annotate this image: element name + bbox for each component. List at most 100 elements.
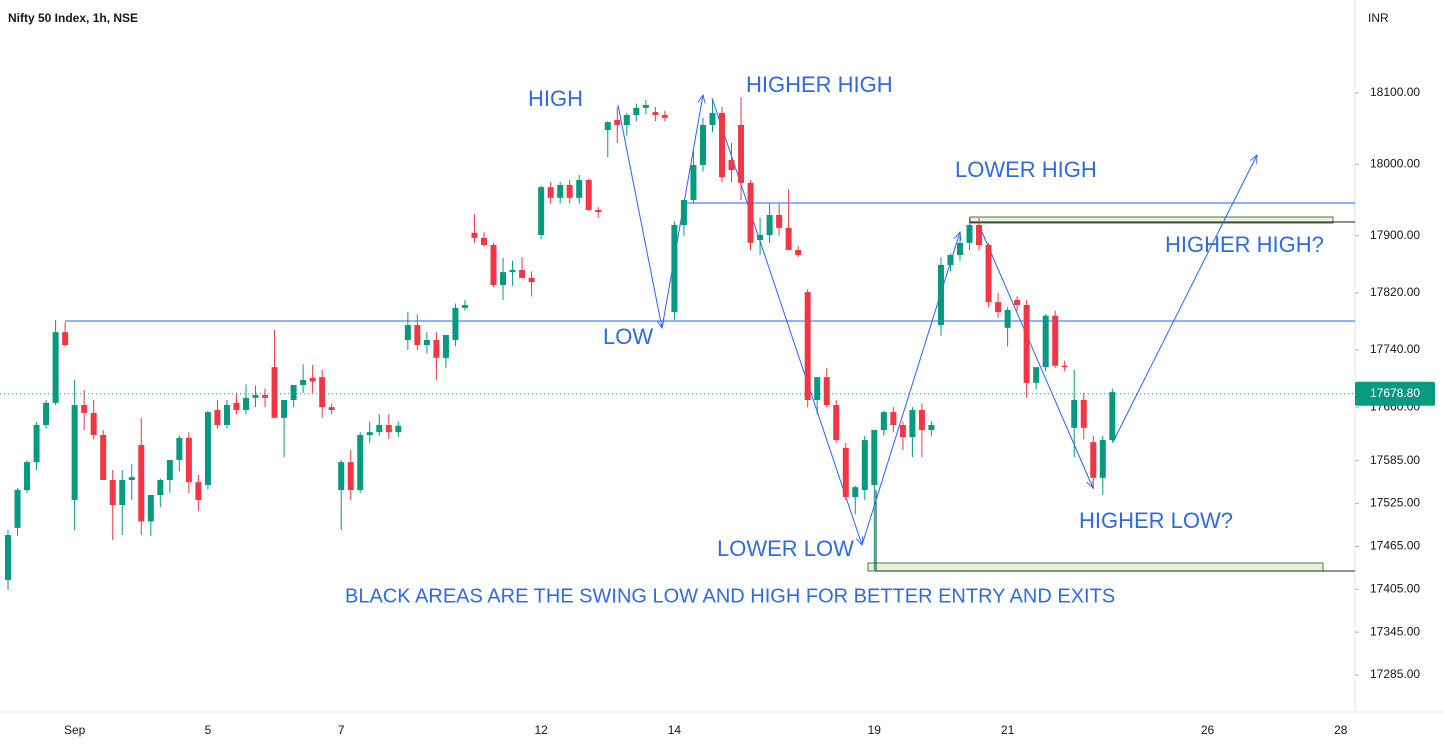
candle-body [966, 225, 973, 243]
x-tick-label: 7 [338, 723, 345, 737]
candle-body [195, 482, 202, 500]
candle-body [671, 225, 678, 313]
candle-body [604, 122, 611, 130]
candle-body [147, 495, 154, 522]
candle-body [585, 180, 592, 210]
candle-body [290, 385, 297, 400]
candle-body [623, 115, 630, 125]
candle-body [423, 340, 430, 345]
swing-arrow [861, 232, 960, 546]
candle-body [709, 112, 716, 125]
last-price-label: 17678.80 [1370, 386, 1420, 400]
annotation: HIGHER HIGH? [1165, 232, 1324, 257]
candle-body [728, 160, 735, 170]
candle-body [128, 477, 135, 480]
candle-body [81, 405, 88, 413]
candle-body [909, 410, 916, 438]
candles [5, 97, 1116, 590]
candle-body [538, 187, 545, 235]
candle-body [547, 187, 554, 198]
candle-body [33, 425, 40, 463]
candle-body [204, 412, 211, 485]
candle-body [5, 535, 11, 580]
y-tick-label: 17525.00 [1370, 496, 1420, 510]
candle-body [100, 435, 107, 480]
candle-body [795, 250, 802, 255]
candle-body [500, 272, 507, 285]
candle-body [995, 302, 1002, 313]
candle-body [937, 265, 944, 325]
candle-body [338, 462, 345, 490]
candle-body [357, 435, 364, 490]
candle-body [233, 402, 240, 410]
annotation: LOW [603, 324, 653, 349]
candle-body [1080, 400, 1087, 428]
candle-body [957, 242, 963, 255]
candle-body [1071, 400, 1078, 428]
candle-body [1061, 365, 1068, 368]
y-tick-label: 18000.00 [1370, 156, 1420, 170]
candle-body [309, 377, 316, 382]
y-tick-label: 17900.00 [1370, 228, 1420, 242]
candle-body [804, 292, 811, 400]
swing-arrow [711, 97, 862, 545]
candle-body [814, 377, 821, 400]
candle-body [652, 112, 659, 115]
candle-body [328, 407, 335, 410]
candle-body [861, 440, 868, 490]
candle-body [738, 125, 745, 183]
candle-body [1023, 305, 1030, 383]
candle-body [252, 395, 259, 398]
swing-arrow [617, 104, 662, 328]
candle-body [71, 405, 78, 500]
candle-body [1099, 440, 1106, 478]
annotation: HIGHER HIGH [746, 72, 893, 97]
candle-body [614, 120, 621, 125]
candle-body [1042, 315, 1049, 368]
candle-body [300, 380, 307, 385]
y-tick-label: 17285.00 [1370, 667, 1420, 681]
candle-body [223, 405, 230, 425]
candle-body [680, 200, 687, 225]
candle-body [757, 235, 764, 240]
candle-body [785, 227, 792, 250]
candle-body [442, 335, 449, 358]
candle-body [461, 305, 468, 308]
candle-body [576, 180, 583, 198]
annotation: LOWER HIGH [955, 157, 1097, 182]
candle-body [24, 462, 31, 490]
candle-body [509, 270, 516, 273]
x-tick-label: 5 [205, 723, 212, 737]
candle-body [414, 325, 421, 345]
candle-body [43, 402, 50, 425]
y-tick-label: 17585.00 [1370, 453, 1420, 467]
candle-body [976, 225, 983, 245]
annotation: HIGHER LOW? [1079, 508, 1233, 533]
y-tick-label: 17465.00 [1370, 539, 1420, 553]
candle-body [699, 125, 706, 165]
candle-body [62, 332, 69, 345]
y-tick-label: 17405.00 [1370, 581, 1420, 595]
x-tick-label: 14 [668, 723, 682, 737]
swing-arrow [1112, 155, 1257, 443]
candle-body [719, 112, 725, 178]
candle-body [319, 377, 326, 408]
annotation: LOWER LOW [717, 536, 854, 561]
candle-body [376, 425, 383, 433]
candle-body [138, 445, 145, 522]
x-tick-label: 19 [868, 723, 882, 737]
candle-body [185, 437, 192, 483]
candle-body [880, 412, 887, 430]
candle-body [947, 255, 954, 265]
currency: INR [1368, 11, 1389, 25]
candle-body [633, 107, 640, 115]
candle-body [271, 367, 278, 418]
candle-body [1004, 310, 1011, 328]
candle-body [490, 245, 497, 285]
candle-body [1109, 392, 1116, 440]
y-tick-label: 17740.00 [1370, 342, 1420, 356]
candle-body [566, 185, 573, 198]
candle-body [642, 105, 649, 108]
candle-body [519, 270, 526, 278]
candle-body [1014, 300, 1021, 305]
